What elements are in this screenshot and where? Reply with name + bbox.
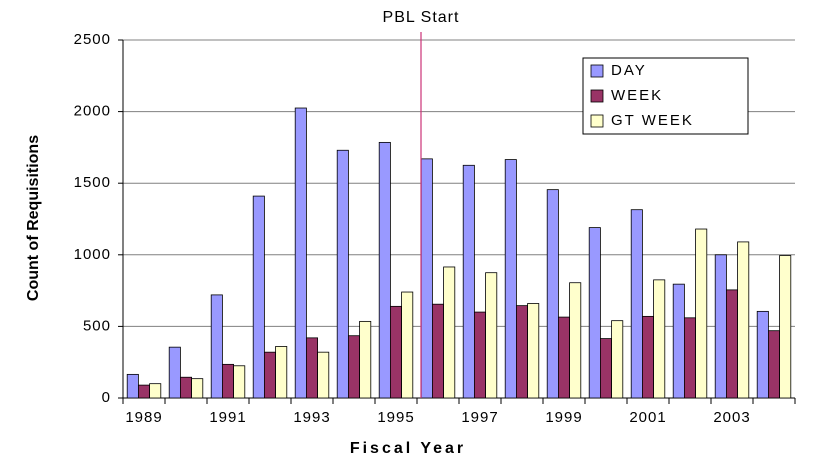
- y-tick-label: 2000: [74, 103, 111, 120]
- bar: [126, 373, 139, 399]
- bar: [737, 241, 750, 399]
- x-tick-label: 1997: [461, 409, 498, 426]
- bar: [443, 266, 456, 399]
- bar: [600, 338, 613, 399]
- x-tick-label: 2003: [713, 409, 750, 426]
- bar: [233, 365, 246, 399]
- legend-label: GT WEEK: [611, 112, 694, 129]
- bar: [294, 107, 307, 399]
- legend-label: WEEK: [611, 87, 663, 104]
- x-tick-label: 1999: [545, 409, 582, 426]
- x-tick-label: 1989: [125, 409, 162, 426]
- bar: [630, 209, 643, 399]
- legend-label: DAY: [611, 62, 647, 79]
- bar: [149, 383, 162, 399]
- annotation: PBL Start: [383, 9, 460, 26]
- bar: [359, 320, 372, 399]
- bar: [569, 282, 582, 399]
- legend-swatch: [590, 64, 604, 78]
- bar: [401, 291, 414, 399]
- bar: [642, 315, 655, 399]
- bar: [317, 351, 330, 399]
- bar: [504, 159, 517, 399]
- bar: [210, 294, 223, 399]
- bar: [275, 346, 288, 399]
- bar: [546, 189, 559, 399]
- bar: [653, 279, 666, 399]
- x-tick-label: 1993: [293, 409, 330, 426]
- y-tick-label: 500: [83, 317, 111, 334]
- bar: [611, 320, 624, 399]
- bar: [263, 351, 276, 399]
- bar: [179, 376, 192, 399]
- y-tick-label: 1000: [74, 246, 111, 263]
- bar: [378, 141, 391, 399]
- x-tick-label: 2001: [629, 409, 666, 426]
- bar: [779, 255, 792, 399]
- x-tick-label: 1991: [209, 409, 246, 426]
- x-tick-label: 1995: [377, 409, 414, 426]
- y-tick-label: 0: [102, 389, 111, 406]
- bar: [672, 283, 685, 399]
- bar: [588, 227, 601, 399]
- bar: [389, 305, 402, 399]
- legend-swatch: [590, 114, 604, 128]
- bar: [768, 330, 781, 399]
- bar: [347, 335, 360, 399]
- bar: [684, 317, 697, 399]
- bar: [714, 254, 727, 399]
- bar: [336, 149, 349, 399]
- bar: [191, 378, 204, 399]
- bar: [221, 363, 234, 399]
- bar: [431, 303, 444, 399]
- bar: [527, 303, 540, 399]
- bar: [137, 384, 150, 399]
- y-axis-label: Count of Requisitions: [25, 135, 42, 301]
- legend-box: [582, 57, 749, 135]
- bar: [695, 228, 708, 399]
- bar: [420, 158, 433, 399]
- bar: [473, 311, 486, 399]
- bar: [462, 164, 475, 399]
- bar: [168, 346, 181, 399]
- x-axis-label: Fiscal Year: [350, 440, 466, 457]
- bar: [305, 337, 318, 399]
- bar: [252, 195, 265, 399]
- bar: [485, 272, 498, 399]
- y-tick-label: 1500: [74, 174, 111, 191]
- bar: [756, 310, 769, 399]
- bar: [558, 316, 571, 399]
- legend-swatch: [590, 89, 604, 103]
- y-tick-label: 2500: [74, 31, 111, 48]
- bar: [516, 305, 529, 399]
- bar: [726, 289, 739, 399]
